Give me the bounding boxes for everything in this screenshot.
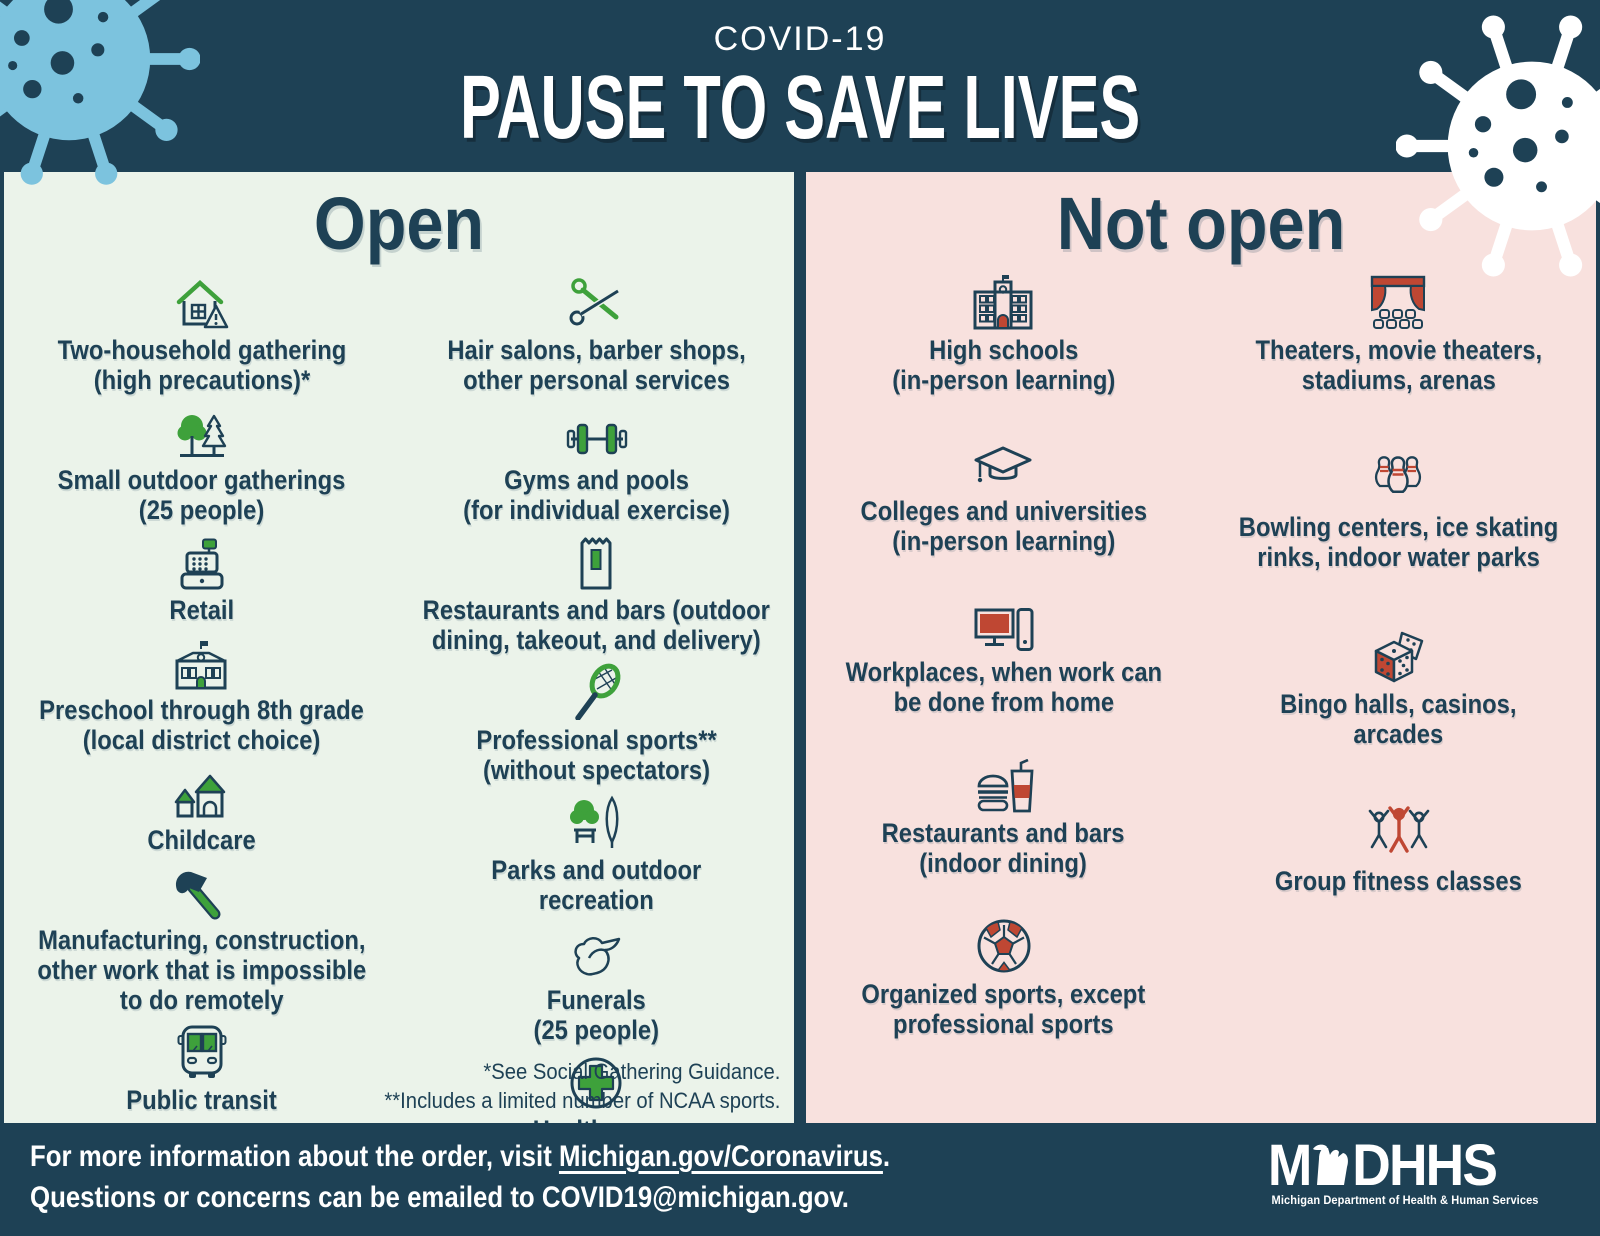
item-label: Bowling centers, ice skating rinks, indo… (1238, 512, 1559, 572)
high-school-icon (971, 274, 1035, 330)
house-warning-icon (171, 274, 233, 330)
hammer-icon (173, 864, 229, 920)
footnote-1: *See Social Gathering Guidance. (482, 1059, 780, 1084)
open-item-parks: Parks and outdoor recreation (477, 794, 716, 915)
item-label: Funerals (25 people) (533, 985, 660, 1045)
item-label: Parks and outdoor recreation (491, 855, 702, 915)
item-label: Organized sports, except professional sp… (861, 979, 1146, 1039)
computer-icon (974, 596, 1034, 652)
burger-drink-icon (974, 757, 1034, 813)
item-label: Colleges and universities (in-person lea… (860, 496, 1147, 556)
coronavirus-link[interactable]: Michigan.gov/Coronavirus (558, 1140, 883, 1173)
item-label: Two-household gathering (high precaution… (57, 335, 346, 395)
item-label: Manufacturing, construction, other work … (37, 925, 366, 1015)
logo-m: M (1267, 1133, 1312, 1198)
item-label: Public transit (126, 1085, 277, 1115)
not-open-item-restaurants-indoor: Restaurants and bars (indoor dining) (865, 757, 1141, 878)
school-icon (171, 634, 231, 690)
not-open-panel-title: Not open (1056, 182, 1346, 265)
bus-icon (176, 1024, 228, 1080)
scissors-icon (566, 274, 626, 330)
item-label: Restaurants and bars (indoor dining) (882, 818, 1125, 878)
soccer-ball-icon (976, 918, 1032, 974)
dumbbell-icon (565, 404, 629, 460)
open-column-left: Two-household gathering (high precaution… (4, 274, 399, 1154)
footer-line1-suffix: . (882, 1140, 891, 1173)
item-label: Theaters, movie theaters, stadiums, aren… (1255, 335, 1542, 395)
open-panel: Open (4, 172, 794, 1145)
footnote-2: **Includes a limited number of NCAA spor… (384, 1088, 780, 1113)
item-label: Small outdoor gatherings (25 people) (57, 465, 346, 525)
open-item-restaurants-outdoor: Restaurants and bars (outdoor dining, ta… (399, 534, 794, 655)
not-open-column-left: High schools (in-person learning) Colleg… (806, 274, 1201, 1079)
graduation-cap-icon (973, 435, 1033, 491)
open-panel-title: Open (313, 182, 485, 265)
health-cross-icon (569, 1054, 623, 1110)
not-open-column-right: Theaters, movie theaters, stadiums, aren… (1201, 274, 1596, 1079)
footnotes: *See Social Gathering Guidance. **Includ… (384, 1057, 780, 1115)
open-item-professional-sports: Professional sports** (without spectator… (460, 663, 733, 785)
dove-icon (569, 924, 625, 980)
virus-icon (1395, 10, 1600, 287)
dice-icon (1369, 628, 1427, 684)
group-fitness-icon (1367, 805, 1431, 861)
takeout-bag-icon (574, 534, 618, 590)
page-title: PAUSE TO SAVE LIVES (459, 58, 1141, 158)
not-open-panel: Not open (806, 172, 1596, 1123)
open-item-preschool: Preschool through 8th grade (local distr… (17, 634, 386, 755)
not-open-item-colleges: Colleges and universities (in-person lea… (841, 435, 1167, 556)
open-item-funerals: Funerals (25 people) (525, 924, 668, 1045)
footer-line1-prefix: For more information about the order, vi… (30, 1140, 559, 1173)
header: COVID-19 PAUSE TO SAVE LIVES (0, 0, 1600, 172)
bowling-pins-icon (1371, 451, 1425, 507)
footer-text: For more information about the order, vi… (30, 1136, 890, 1218)
logo-caption: Michigan Department of Health & Human Se… (1271, 1195, 1539, 1207)
not-open-item-high-schools: High schools (in-person learning) (877, 274, 1131, 395)
not-open-item-bingo-casinos: Bingo halls, casinos, arcades (1264, 628, 1533, 749)
item-label: Professional sports** (without spectator… (476, 725, 717, 785)
item-label: Workplaces, when work can be done from h… (845, 657, 1162, 717)
item-label: Restaurants and bars (outdoor dining, ta… (422, 595, 771, 655)
park-bench-icon (567, 794, 627, 850)
item-label: Preschool through 8th grade (local distr… (39, 695, 364, 755)
cash-register-icon (173, 534, 231, 590)
header-kicker: COVID-19 (713, 20, 887, 58)
footer-line-2: Questions or concerns can be emailed to … (30, 1181, 849, 1214)
mdhhs-logo: M DHHS Michigan Department of Health & H… (1266, 1133, 1544, 1208)
not-open-item-group-fitness: Group fitness classes (1258, 805, 1539, 896)
footer: For more information about the order, vi… (0, 1123, 1600, 1236)
item-label: Hair salons, barber shops, other persona… (447, 335, 746, 395)
childcare-blocks-icon (172, 764, 230, 820)
item-label: Childcare (147, 825, 256, 855)
item-label: Retail (169, 595, 234, 625)
open-column-right: Hair salons, barber shops, other persona… (399, 274, 794, 1154)
logo-dhhs: DHHS (1352, 1133, 1498, 1198)
not-open-item-bowling: Bowling centers, ice skating rinks, indo… (1217, 451, 1580, 572)
open-item-hair-salons: Hair salons, barber shops, other persona… (427, 274, 766, 395)
open-item-two-household-gathering: Two-household gathering (high precaution… (38, 274, 366, 395)
not-open-item-theaters: Theaters, movie theaters, stadiums, aren… (1236, 274, 1562, 395)
michigan-mitten-icon (1309, 1139, 1349, 1192)
item-label: Gyms and pools (for individual exercise) (463, 465, 730, 525)
theater-icon (1368, 274, 1428, 330)
tennis-racket-icon (568, 663, 626, 720)
open-item-childcare: Childcare (140, 764, 263, 855)
open-item-gyms-pools: Gyms and pools (for individual exercise) (445, 404, 748, 525)
item-label: Group fitness classes (1275, 866, 1522, 896)
open-item-retail: Retail (165, 534, 239, 625)
virus-icon (0, 0, 201, 195)
item-label: Bingo halls, casinos, arcades (1280, 689, 1517, 749)
not-open-item-workplaces: Workplaces, when work can be done from h… (824, 596, 1184, 717)
footer-line-1: For more information about the order, vi… (30, 1136, 890, 1177)
open-item-public-transit: Public transit (116, 1024, 287, 1115)
open-item-manufacturing: Manufacturing, construction, other work … (15, 864, 389, 1015)
outdoor-trees-icon (172, 404, 232, 460)
open-item-small-outdoor-gatherings: Small outdoor gatherings (25 people) (38, 404, 365, 525)
not-open-item-organized-sports: Organized sports, except professional sp… (842, 918, 1165, 1039)
item-label: High schools (in-person learning) (891, 335, 1116, 395)
